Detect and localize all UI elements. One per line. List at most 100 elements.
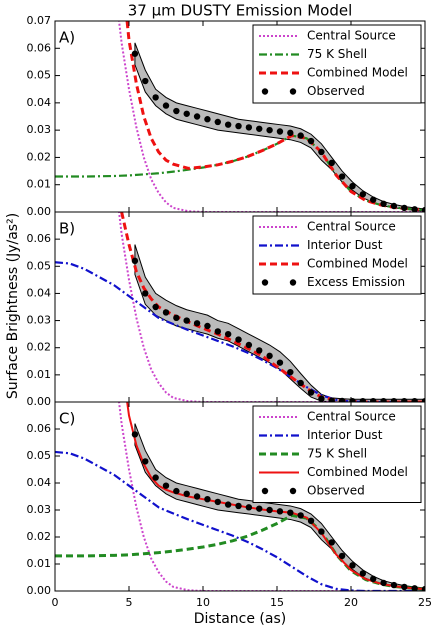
data-point [152, 94, 159, 101]
data-point [193, 493, 201, 500]
data-point [287, 368, 294, 376]
panel-frame [54, 401, 426, 592]
data-point [142, 77, 149, 85]
data-point [142, 458, 149, 465]
legend-label: Combined Model [307, 257, 408, 271]
x-tick-label: 20 [344, 596, 358, 609]
data-point [266, 352, 273, 360]
data-point [235, 336, 242, 343]
y-tick-label: 0.02 [27, 341, 52, 354]
y-tick-label: 0.00 [27, 205, 52, 218]
legend-box [252, 24, 422, 104]
legend-label: Central Source [307, 410, 396, 424]
data-point [245, 341, 253, 349]
data-point [183, 110, 190, 117]
data-point [338, 173, 346, 180]
y-tick-label: 0.06 [27, 41, 52, 54]
data-point [359, 397, 367, 402]
data-point [328, 397, 335, 402]
data-point [173, 314, 180, 322]
data-point [142, 290, 149, 297]
data-point [266, 506, 273, 514]
data-point [338, 552, 346, 560]
y-tick-label: 0.03 [27, 123, 52, 136]
y-tick-label: 0.03 [27, 314, 52, 327]
y-tick-label: 0.00 [27, 584, 52, 597]
legend-marker [261, 88, 269, 95]
data-point [380, 397, 387, 402]
data-point [359, 191, 367, 198]
data-point [173, 107, 180, 115]
data-point [224, 330, 232, 338]
x-tick-label: 10 [196, 596, 210, 609]
data-point [390, 397, 398, 402]
data-point [235, 502, 242, 510]
data-point [307, 389, 315, 396]
data-point [256, 505, 263, 512]
data-point [131, 431, 139, 438]
x-axis-label: Distance (as) [194, 611, 286, 627]
data-point [307, 137, 315, 145]
legend-box [252, 215, 422, 295]
y-tick-label: 0.05 [27, 259, 52, 272]
data-point [162, 102, 170, 109]
legend-label: 75 K Shell [307, 447, 367, 461]
panel-label: C) [59, 410, 75, 428]
x-tick-label: 15 [270, 596, 284, 609]
legend-label: Interior Dust [307, 428, 383, 442]
y-tick-label: 0.07 [27, 14, 52, 27]
data-point [318, 528, 325, 535]
y-tick-label: 0.01 [27, 557, 52, 570]
panel: 0.00 0.01 0.02 0.03 0.04 0.05 0.06 B) Central So… [27, 211, 426, 408]
data-point [266, 126, 273, 134]
y-tick-label: 0.02 [27, 530, 52, 543]
x-tick-label: 25 [418, 596, 432, 609]
data-point [162, 482, 170, 489]
data-point [204, 116, 211, 123]
y-tick-label: 0.05 [27, 449, 52, 462]
data-point [245, 504, 253, 511]
data-point [370, 397, 377, 402]
y-tick-label: 0.06 [27, 232, 52, 245]
data-point [401, 583, 408, 591]
series-line [120, 212, 425, 402]
legend-label: Observed [307, 484, 365, 498]
data-point [131, 257, 139, 265]
y-tick-label: 0.04 [27, 476, 52, 489]
data-point [349, 397, 356, 402]
plot-area [55, 212, 425, 402]
data-point [421, 585, 425, 591]
legend-marker [289, 487, 297, 495]
data-point [224, 501, 232, 508]
data-point [173, 487, 180, 495]
data-point [318, 148, 325, 156]
series-line [118, 402, 425, 591]
data-point [359, 570, 367, 577]
data-point [297, 379, 304, 387]
x-tick-label: 5 [126, 596, 133, 609]
legend-label: Combined Model [307, 465, 408, 479]
data-point [256, 125, 263, 132]
data-point [256, 347, 263, 354]
data-point [204, 322, 211, 330]
data-point [401, 204, 408, 212]
data-point [193, 113, 201, 120]
data-point [297, 132, 304, 139]
data-point [349, 182, 356, 190]
panel-label: B) [59, 220, 75, 238]
uncertainty-band [134, 244, 425, 402]
data-point [328, 539, 335, 546]
data-point [235, 122, 242, 130]
data-point [411, 206, 418, 212]
data-point [380, 579, 387, 587]
y-tick-label: 0.01 [27, 368, 52, 381]
y-tick-label: 0.04 [27, 96, 52, 109]
y-tick-label: 0.05 [27, 69, 52, 82]
x-tick-label: 0 [52, 596, 59, 609]
legend-label: Interior Dust [307, 238, 383, 252]
y-tick-label: 0.00 [27, 395, 52, 408]
data-point [390, 581, 398, 589]
legend-label: Excess Emission [307, 275, 405, 289]
data-point [380, 200, 387, 208]
